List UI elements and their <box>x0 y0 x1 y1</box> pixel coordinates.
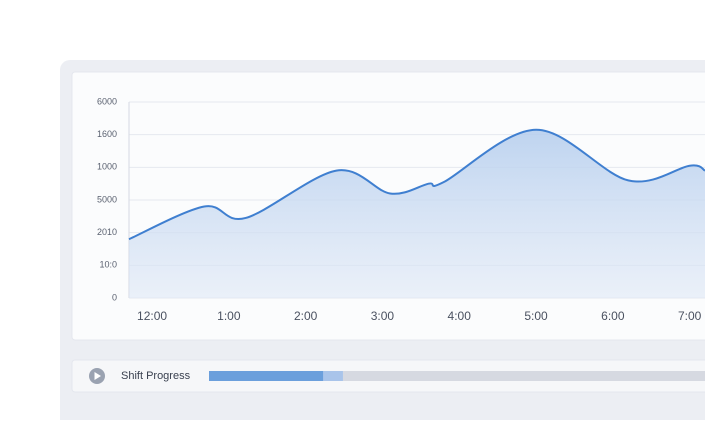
y-tick-label: 0 <box>112 292 117 302</box>
y-tick-label: 1600 <box>97 129 117 139</box>
progress-label: Shift Progress <box>121 370 191 382</box>
x-tick-label: 7:00 <box>678 309 702 323</box>
y-tick-label: 10:0 <box>99 260 117 270</box>
y-tick-label: 2010 <box>97 227 117 237</box>
x-tick-label: 3:00 <box>371 309 395 323</box>
x-tick-label: 4:00 <box>448 309 472 323</box>
x-tick-label: 2:00 <box>294 309 318 323</box>
x-tick-label: 12:00 <box>137 309 167 323</box>
x-tick-label: 5:00 <box>524 309 548 323</box>
y-tick-label: 5000 <box>97 194 117 204</box>
progress-fill <box>209 371 324 381</box>
area-fill <box>129 129 705 298</box>
y-tick-label: 6000 <box>97 96 117 106</box>
progress-track <box>209 371 705 381</box>
y-tick-label: 1000 <box>97 162 117 172</box>
line <box>128 128 705 241</box>
play-icon <box>94 372 101 380</box>
x-tick-label: 6:00 <box>601 309 625 323</box>
x-tick-label: 1:00 <box>217 309 241 323</box>
